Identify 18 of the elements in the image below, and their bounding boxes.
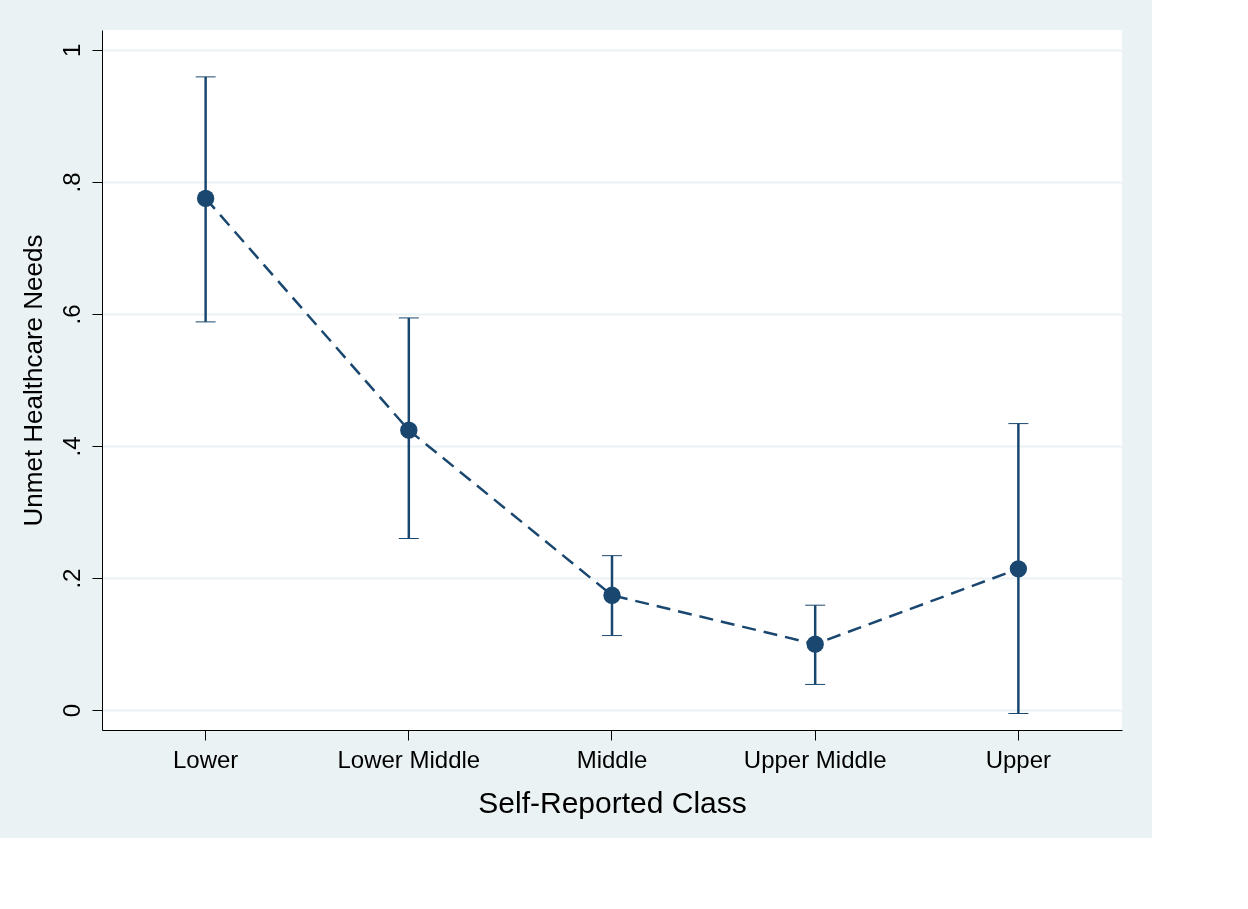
y-axis-title: Unmet Healthcare Needs: [17, 234, 48, 527]
y-tick-label: .6: [57, 304, 85, 325]
point: [1009, 560, 1028, 578]
y-tick-label: .4: [57, 436, 85, 457]
x-axis-title: Self-Reported Class: [478, 785, 747, 819]
x-tick-label: Upper Middle: [743, 745, 887, 773]
y-tick-label: .2: [57, 568, 85, 589]
point: [603, 586, 621, 604]
y-tick-label: 1: [57, 43, 85, 57]
x-tick-label: Upper: [985, 745, 1052, 773]
point: [400, 421, 418, 439]
y-tick-label: 0: [57, 704, 85, 718]
point: [196, 189, 215, 208]
x-tick-label: Middle: [576, 745, 648, 773]
x-tick-label: Lower: [172, 745, 239, 773]
y-tick-label: .8: [57, 172, 85, 193]
point: [806, 635, 824, 653]
x-tick-label: Lower Middle: [337, 745, 481, 773]
